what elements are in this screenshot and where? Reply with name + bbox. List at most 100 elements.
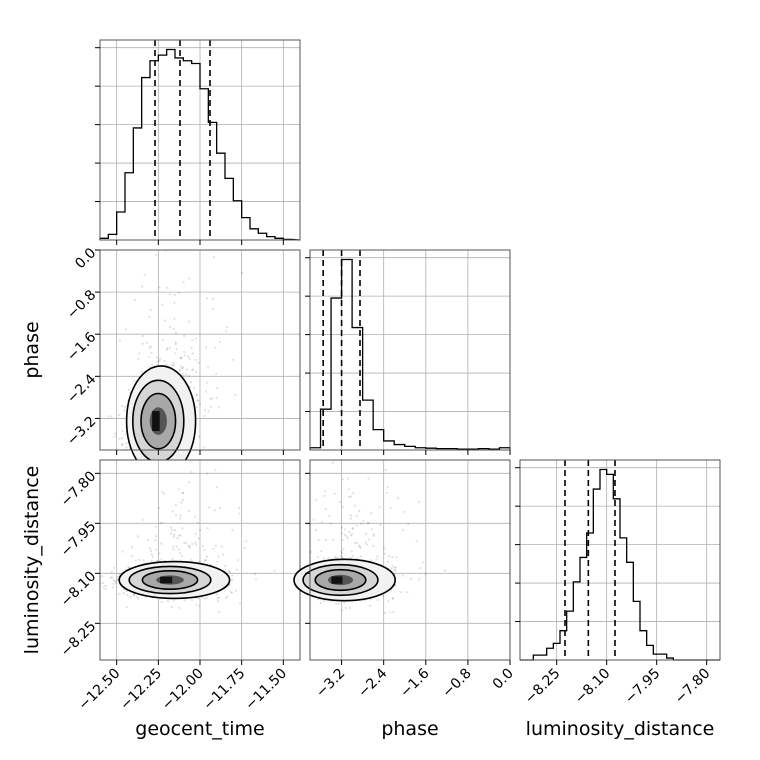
scatter-geocent-time-vs-phase-sample-point bbox=[205, 381, 209, 384]
scatter-geocent-time-vs-luminosity-distance-xtick-label-2: −12.00 bbox=[159, 666, 207, 714]
scatter-geocent-time-vs-phase-sample-point bbox=[169, 326, 172, 329]
scatter-geocent-time-vs-phase-sample-point bbox=[182, 366, 185, 369]
hist-phase-panel-background bbox=[310, 250, 510, 450]
scatter-phase-vs-luminosity-distance-sample-point bbox=[358, 510, 361, 513]
scatter-geocent-time-vs-phase-sample-point bbox=[215, 396, 218, 399]
scatter-phase-vs-luminosity-distance-sample-point bbox=[337, 602, 340, 605]
scatter-phase-vs-luminosity-distance-sample-point bbox=[384, 469, 387, 472]
scatter-geocent-time-vs-phase-sample-point bbox=[172, 364, 175, 367]
scatter-geocent-time-vs-phase-sample-point bbox=[207, 410, 210, 413]
scatter-phase-vs-luminosity-distance-sample-point bbox=[317, 538, 320, 541]
scatter-geocent-time-vs-luminosity-distance-sample-point bbox=[157, 506, 161, 510]
scatter-geocent-time-vs-phase-sample-point bbox=[138, 352, 141, 355]
scatter-geocent-time-vs-phase-sample-point bbox=[194, 337, 197, 340]
scatter-geocent-time-vs-luminosity-distance-sample-point bbox=[154, 535, 157, 538]
scatter-geocent-time-vs-phase-sample-point bbox=[143, 273, 146, 276]
scatter-geocent-time-vs-luminosity-distance-sample-point bbox=[169, 532, 173, 536]
scatter-geocent-time-vs-luminosity-distance-sample-point bbox=[220, 545, 223, 548]
scatter-geocent-time-vs-luminosity-distance-sample-point bbox=[231, 528, 234, 532]
scatter-phase-vs-luminosity-distance-sample-point bbox=[370, 512, 373, 515]
scatter-geocent-time-vs-luminosity-distance-sample-point bbox=[150, 559, 153, 563]
scatter-phase-vs-luminosity-distance-sample-point bbox=[387, 560, 390, 563]
scatter-phase-vs-luminosity-distance-sample-point bbox=[417, 501, 420, 504]
scatter-phase-vs-luminosity-distance-sample-point bbox=[356, 557, 359, 560]
hist-luminosity-distance-frame bbox=[519, 459, 721, 661]
scatter-geocent-time-vs-luminosity-distance-sample-point bbox=[226, 595, 229, 598]
scatter-geocent-time-vs-luminosity-distance-sample-point bbox=[114, 581, 117, 584]
scatter-geocent-time-vs-luminosity-distance-sample-point bbox=[170, 526, 173, 529]
scatter-phase-vs-luminosity-distance-sample-point bbox=[324, 507, 327, 511]
scatter-geocent-time-vs-luminosity-distance-sample-point bbox=[118, 573, 121, 576]
scatter-geocent-time-vs-phase-sample-point bbox=[121, 442, 124, 446]
scatter-geocent-time-vs-luminosity-distance-sample-point bbox=[205, 555, 208, 558]
scatter-geocent-time-vs-luminosity-distance-sample-point bbox=[238, 506, 241, 510]
scatter-phase-vs-luminosity-distance-sample-point bbox=[352, 492, 355, 495]
scatter-phase-vs-luminosity-distance-sample-point bbox=[323, 600, 326, 603]
scatter-geocent-time-vs-luminosity-distance-sample-point bbox=[111, 576, 114, 580]
scatter-geocent-time-vs-luminosity-distance-sample-point bbox=[216, 560, 219, 564]
scatter-geocent-time-vs-luminosity-distance-sample-point bbox=[245, 540, 248, 543]
scatter-geocent-time-vs-phase-sample-point bbox=[211, 297, 214, 300]
scatter-geocent-time-vs-luminosity-distance-sample-point bbox=[138, 558, 141, 561]
scatter-geocent-time-vs-phase-sample-point bbox=[137, 357, 140, 360]
scatter-geocent-time-vs-luminosity-distance-sample-point bbox=[102, 586, 105, 589]
scatter-geocent-time-vs-luminosity-distance-sample-point bbox=[224, 564, 227, 568]
scatter-geocent-time-vs-luminosity-distance-sample-point bbox=[134, 559, 137, 562]
scatter-geocent-time-vs-phase-sample-point bbox=[198, 403, 202, 406]
scatter-geocent-time-vs-luminosity-distance-sample-point bbox=[101, 582, 104, 585]
scatter-phase-vs-luminosity-distance-sample-point bbox=[392, 611, 395, 614]
scatter-geocent-time-vs-luminosity-distance-sample-point bbox=[179, 514, 182, 517]
scatter-geocent-time-vs-luminosity-distance-xtick-label-0: −12.50 bbox=[76, 666, 124, 714]
scatter-geocent-time-vs-luminosity-distance-sample-point bbox=[125, 590, 128, 593]
scatter-geocent-time-vs-phase-sample-point bbox=[218, 340, 221, 343]
scatter-geocent-time-vs-phase-sample-point bbox=[214, 346, 217, 349]
scatter-phase-vs-luminosity-distance-sample-point bbox=[340, 550, 343, 553]
scatter-geocent-time-vs-luminosity-distance-sample-point bbox=[212, 547, 215, 550]
scatter-geocent-time-vs-luminosity-distance-sample-point bbox=[205, 597, 208, 600]
scatter-geocent-time-vs-phase-sample-point bbox=[110, 415, 113, 418]
scatter-geocent-time-vs-luminosity-distance-sample-point bbox=[190, 470, 193, 474]
scatter-phase-vs-luminosity-distance-sample-point bbox=[365, 532, 368, 536]
scatter-geocent-time-vs-luminosity-distance-sample-point bbox=[101, 575, 104, 578]
scatter-geocent-time-vs-phase-sample-point bbox=[189, 381, 192, 384]
scatter-geocent-time-vs-phase-sample-point bbox=[188, 277, 191, 280]
scatter-phase-vs-luminosity-distance-sample-point bbox=[391, 556, 394, 559]
scatter-geocent-time-vs-luminosity-distance-sample-point bbox=[144, 596, 147, 599]
scatter-geocent-time-vs-luminosity-distance-sample-point bbox=[215, 486, 219, 489]
scatter-geocent-time-vs-luminosity-distance-sample-point bbox=[177, 534, 181, 537]
scatter-geocent-time-vs-luminosity-distance-sample-point bbox=[221, 553, 225, 556]
scatter-geocent-time-vs-phase-sample-point bbox=[149, 345, 153, 348]
scatter-geocent-time-vs-luminosity-distance-sample-point bbox=[198, 604, 201, 607]
scatter-geocent-time-vs-luminosity-distance-sample-point bbox=[238, 602, 242, 605]
scatter-geocent-time-vs-luminosity-distance-sample-point bbox=[236, 559, 239, 562]
scatter-geocent-time-vs-luminosity-distance-sample-point bbox=[273, 569, 276, 572]
scatter-geocent-time-vs-phase-sample-point bbox=[118, 437, 121, 440]
scatter-geocent-time-vs-luminosity-distance-xtick-label-4: −11.50 bbox=[242, 666, 290, 714]
scatter-geocent-time-vs-luminosity-distance-sample-point bbox=[116, 578, 119, 581]
scatter-geocent-time-vs-phase-sample-point bbox=[148, 346, 151, 349]
scatter-phase-vs-luminosity-distance-sample-point bbox=[336, 556, 339, 559]
scatter-geocent-time-vs-luminosity-distance-sample-point bbox=[195, 603, 198, 606]
scatter-phase-vs-luminosity-distance-sample-point bbox=[389, 507, 392, 510]
scatter-phase-vs-luminosity-distance-sample-point bbox=[341, 609, 344, 612]
scatter-geocent-time-vs-luminosity-distance-sample-point bbox=[172, 545, 175, 548]
scatter-geocent-time-vs-luminosity-distance-sample-point bbox=[110, 576, 113, 579]
scatter-phase-vs-luminosity-distance-sample-point bbox=[419, 567, 422, 570]
scatter-phase-vs-luminosity-distance-sample-point bbox=[324, 539, 327, 542]
hist-geocent-time-panel bbox=[95, 39, 301, 245]
scatter-geocent-time-vs-phase-sample-point bbox=[180, 365, 183, 368]
scatter-geocent-time-vs-phase-sample-point bbox=[195, 394, 199, 397]
scatter-phase-vs-luminosity-distance-sample-point bbox=[345, 535, 348, 538]
scatter-geocent-time-vs-phase-sample-point bbox=[191, 368, 195, 371]
scatter-geocent-time-vs-luminosity-distance-sample-point bbox=[172, 535, 176, 538]
scatter-geocent-time-vs-phase-sample-point bbox=[161, 303, 164, 306]
scatter-geocent-time-vs-luminosity-distance-sample-point bbox=[193, 515, 197, 518]
scatter-geocent-time-vs-phase-sample-point bbox=[141, 334, 144, 338]
scatter-geocent-time-vs-phase-sample-point bbox=[163, 359, 166, 362]
scatter-geocent-time-vs-phase-sample-point bbox=[217, 406, 220, 409]
scatter-geocent-time-vs-luminosity-distance-sample-point bbox=[142, 518, 145, 521]
scatter-geocent-time-vs-phase-sample-point bbox=[188, 374, 191, 377]
scatter-geocent-time-vs-luminosity-distance-sample-point bbox=[231, 574, 234, 577]
scatter-geocent-time-vs-phase-sample-point bbox=[165, 347, 168, 350]
scatter-geocent-time-vs-luminosity-distance-sample-point bbox=[104, 584, 107, 587]
